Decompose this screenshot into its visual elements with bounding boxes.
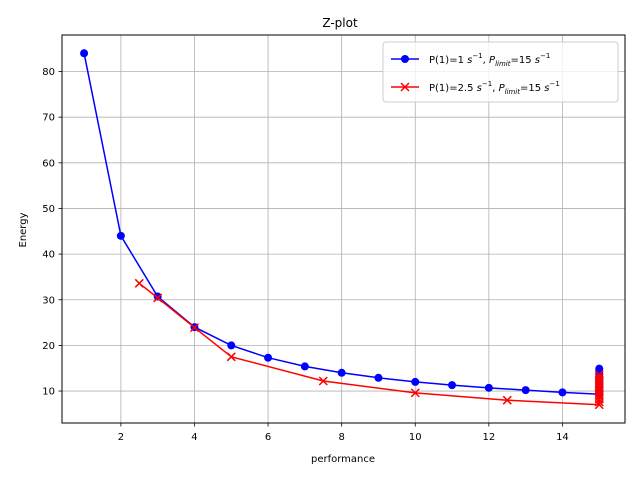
data-point [595, 364, 604, 373]
x-tick-label: 14 [556, 432, 569, 443]
data-point [264, 353, 273, 362]
legend-label-part: −1 [540, 52, 550, 60]
data-point [448, 381, 457, 390]
data-point [116, 231, 125, 240]
axis-ticks: 2 4 6 8 10 12 14 10 20 30 40 50 60 70 80 [42, 67, 569, 443]
legend-marker-x [400, 82, 410, 92]
data-point [521, 386, 530, 395]
legend-label-part: P [499, 83, 506, 94]
legend-label-part: −1 [472, 52, 482, 60]
legend-label-part: −1 [550, 80, 560, 88]
legend-label-blue: P(1)=1 s−1, Plimit=15 s−1 [429, 52, 550, 68]
legend-label-red: P(1)=2.5 s−1, Plimit=15 s−1 [429, 80, 560, 96]
data-point [318, 376, 328, 386]
x-axis-title: performance [311, 454, 375, 465]
y-tick-label: 70 [42, 113, 55, 124]
y-tick-label: 60 [42, 158, 55, 169]
data-point [153, 293, 163, 303]
legend-label-part: , [483, 55, 489, 66]
y-tick-label: 20 [42, 341, 55, 352]
chart-title: Z-plot [322, 16, 358, 30]
y-tick-label: 40 [42, 250, 55, 261]
data-point [226, 352, 236, 362]
data-point [80, 49, 89, 58]
data-point [484, 383, 493, 392]
y-tick-label: 50 [42, 204, 55, 215]
legend-label-part: −1 [482, 80, 492, 88]
y-tick-label: 10 [42, 387, 55, 398]
legend-box [382, 41, 619, 103]
y-tick-label: 30 [42, 295, 55, 306]
legend-label-part: s [544, 83, 549, 94]
legend-label-part: P(1)=1 [429, 55, 467, 66]
data-point [558, 388, 567, 397]
legend-entry-blue: P(1)=1 s−1, Plimit=15 s−1 [391, 52, 550, 68]
grid-lines [62, 35, 625, 423]
legend-label-part: , [492, 83, 498, 94]
data-point [134, 278, 144, 288]
legend-label-part: =15 [510, 55, 534, 66]
plot-area-frame [61, 34, 626, 424]
legend-label-part: limit [505, 88, 521, 96]
x-tick-label: 4 [191, 432, 197, 443]
data-point [374, 373, 383, 382]
data-point [227, 341, 236, 350]
legend-label-part: =15 [520, 83, 544, 94]
x-tick-label: 8 [338, 432, 344, 443]
data-series [80, 49, 604, 410]
x-tick-label: 6 [265, 432, 271, 443]
legend-label-part: s [477, 83, 482, 94]
x-tick-label: 10 [409, 432, 422, 443]
legend-label-part: s [467, 55, 472, 66]
legend-marker-circle [401, 55, 409, 63]
data-point [594, 372, 604, 382]
legend-label-part: s [535, 55, 540, 66]
legend-label-part: P [489, 55, 496, 66]
data-point [410, 388, 420, 398]
data-point [337, 368, 346, 377]
data-point [300, 362, 309, 371]
legend: P(1)=1 s−1, Plimit=15 s−1 P(1)=2.5 s−1, … [382, 41, 619, 103]
legend-label-part: limit [495, 60, 511, 68]
y-tick-label: 80 [42, 67, 55, 78]
x-tick-label: 2 [118, 432, 124, 443]
data-point [594, 370, 604, 380]
legend-entry-red: P(1)=2.5 s−1, Plimit=15 s−1 [391, 80, 560, 96]
x-tick-label: 12 [482, 432, 495, 443]
y-axis-title: Energy [18, 212, 29, 247]
data-point [411, 377, 420, 386]
data-point [502, 395, 512, 405]
data-point [189, 323, 200, 333]
legend-label-part: P(1)=2.5 [429, 83, 477, 94]
